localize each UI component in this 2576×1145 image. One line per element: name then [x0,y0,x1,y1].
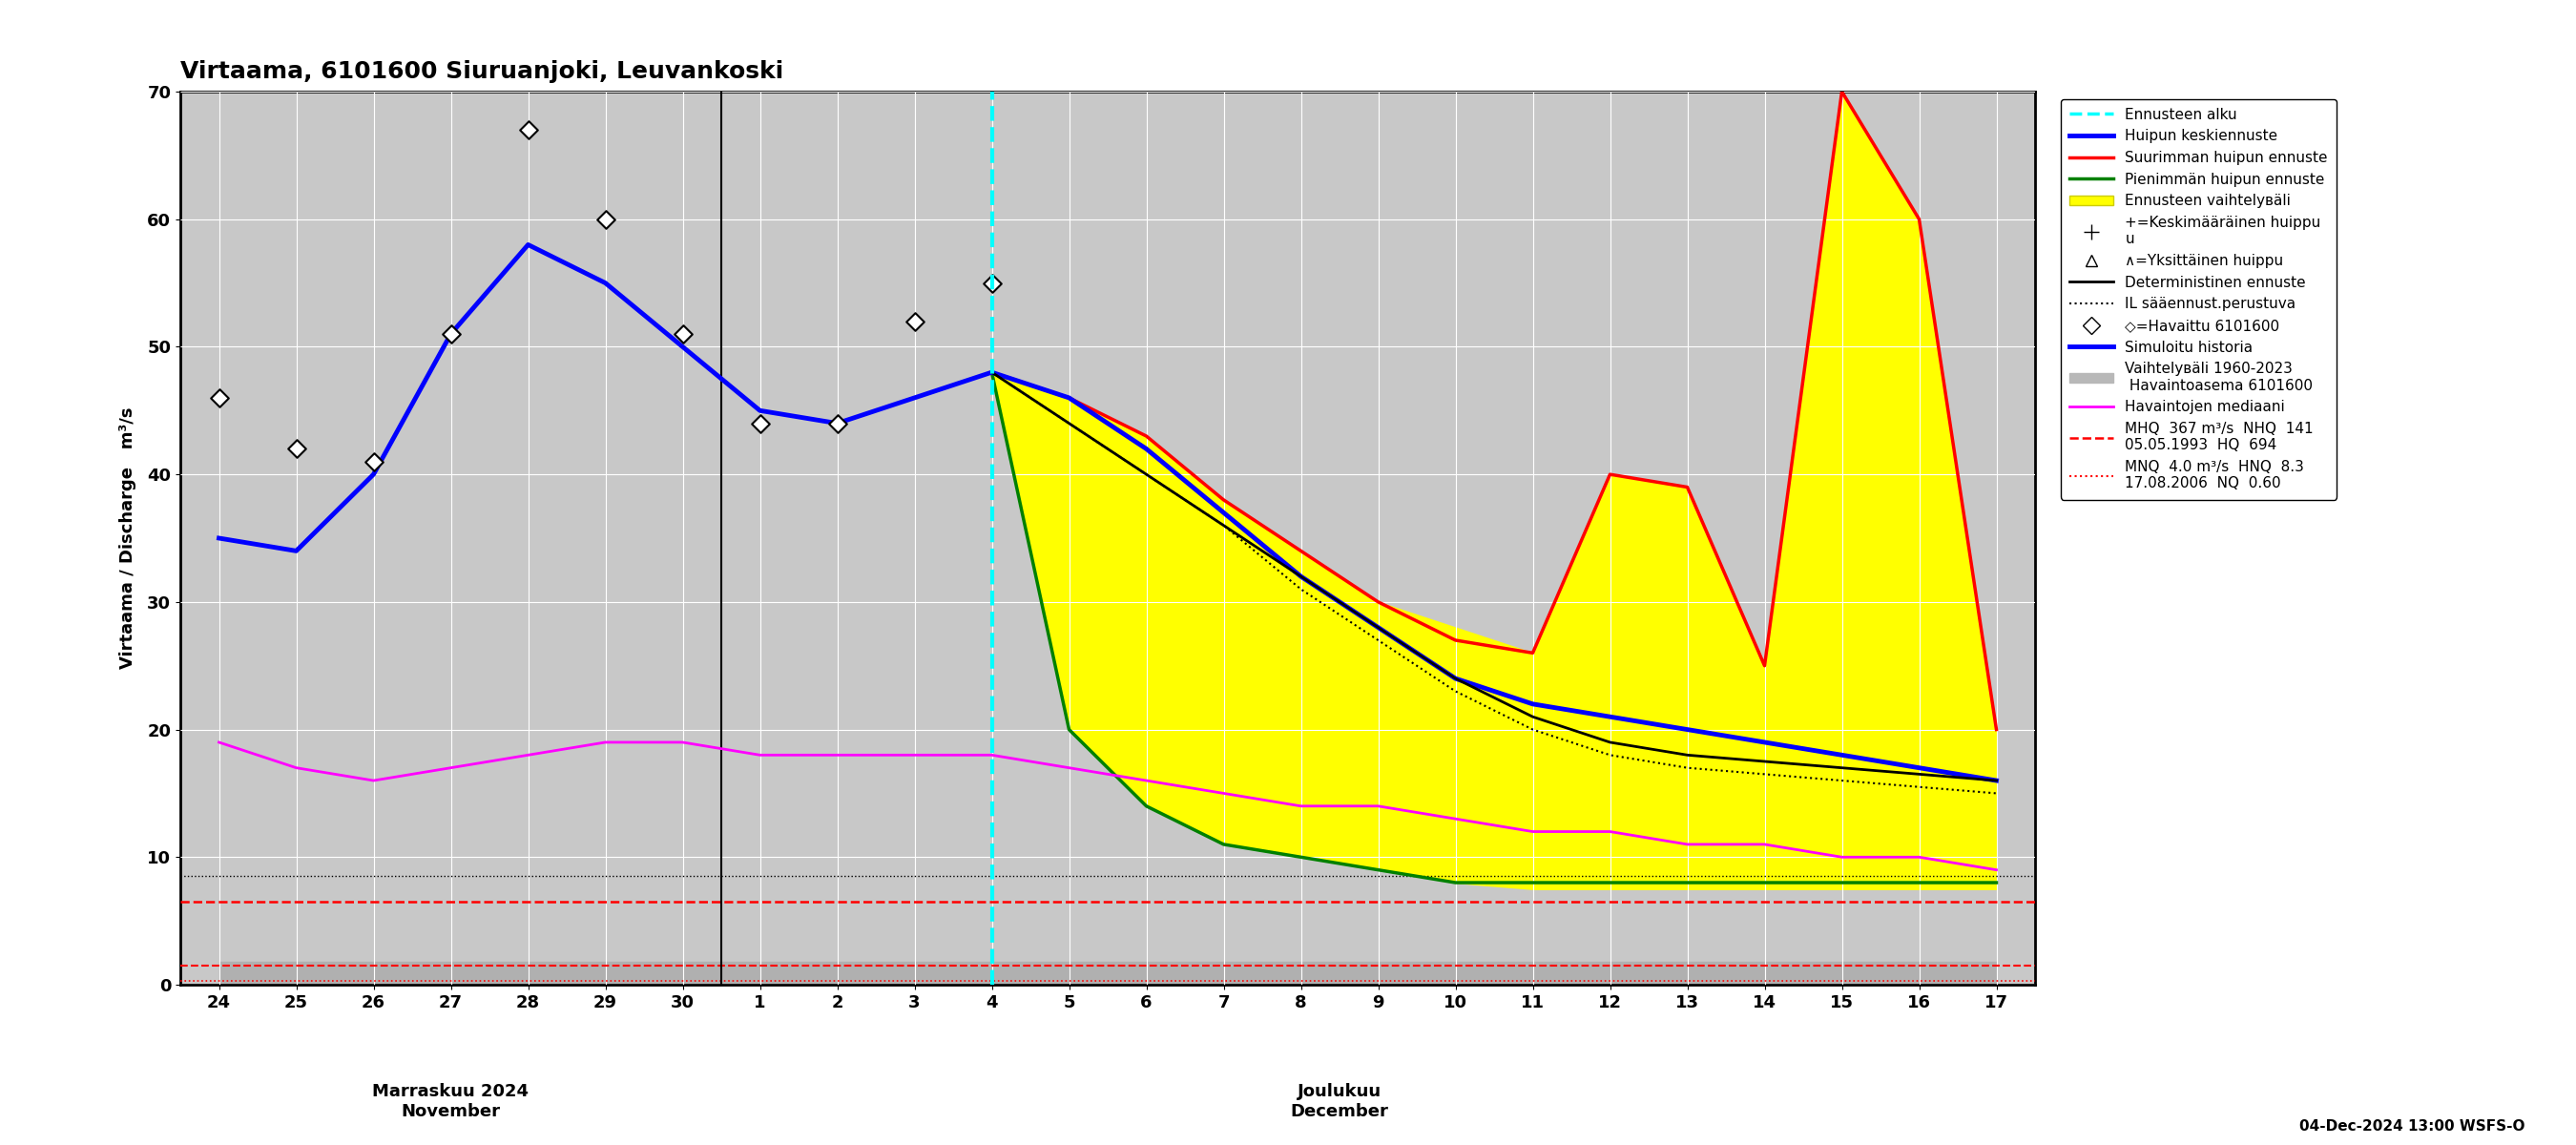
Point [817,414,858,433]
Point [430,325,471,344]
Text: 04-Dec-2024 13:00 WSFS-O: 04-Dec-2024 13:00 WSFS-O [2298,1120,2524,1134]
Point [662,325,703,344]
Legend: Ennusteen alku, Huipun keskiennuste, Suurimman huipun ennuste, Pienimmän huipun : Ennusteen alku, Huipun keskiennuste, Suu… [2061,98,2336,499]
Point [198,388,240,406]
Point [739,414,781,433]
Point [507,120,549,139]
Point [353,452,394,471]
Point [276,440,317,458]
Point [585,210,626,228]
Y-axis label: Virtaama / Discharge   m³/s: Virtaama / Discharge m³/s [118,408,137,669]
Text: Joulukuu
December: Joulukuu December [1291,1083,1388,1120]
Point [971,274,1012,292]
Text: Marraskuu 2024
November: Marraskuu 2024 November [374,1083,528,1120]
Text: Virtaama, 6101600 Siuruanjoki, Leuvankoski: Virtaama, 6101600 Siuruanjoki, Leuvankos… [180,61,783,84]
Point [894,313,935,331]
